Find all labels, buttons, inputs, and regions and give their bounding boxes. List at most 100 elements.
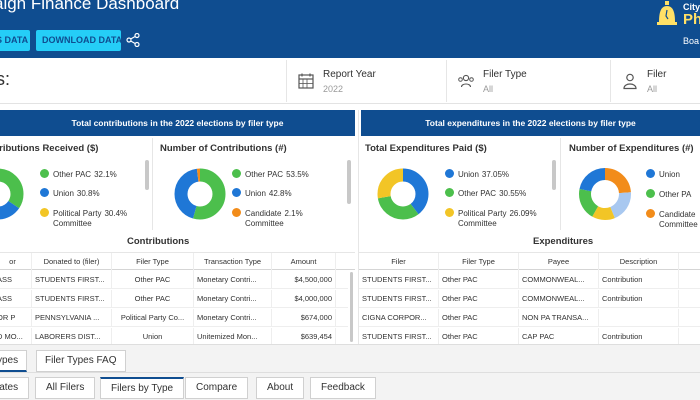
legend-item: Other PAC 53.5% (232, 169, 309, 180)
table-cell: Other PAC (112, 290, 194, 308)
table-row[interactable]: STUDENTS FIRST... Other PAC COMMONWEAL... C… (359, 271, 700, 289)
legend-item: Union 30.8% (40, 188, 100, 199)
table-cell (679, 290, 700, 308)
filer-value: All (647, 84, 658, 94)
contributions-table: or Donated to (filer) Filer Type Transac… (0, 252, 355, 365)
table-cell: $674,000 (272, 309, 336, 327)
donut-slice[interactable] (174, 168, 226, 220)
column-header[interactable]: Transaction Type (194, 253, 272, 271)
table-cell: Other PAC (439, 290, 519, 308)
table-header: or Donated to (filer) Filer Type Transac… (0, 252, 355, 271)
donut-slice[interactable] (174, 168, 226, 220)
table-cell: LABORERS DIST... (32, 328, 112, 346)
tab-filers-by-type[interactable]: Filers by Type (100, 377, 185, 399)
table-cell: $639,454 (272, 328, 336, 346)
table-cell: Monetary Contri... (194, 271, 272, 289)
table-cell: $4,000,000 (272, 290, 336, 308)
table-cell: Contribution (599, 328, 679, 346)
legend-item: Union 37.05% (445, 169, 509, 180)
tab-filer-types-faq[interactable]: Filer Types FAQ (36, 350, 126, 372)
tab-feedback[interactable]: Feedback (310, 377, 376, 399)
column-header[interactable]: Filer Type (439, 253, 519, 271)
table-cell: Other PAC (439, 271, 519, 289)
table-cell (679, 271, 700, 289)
table-cell: CIGNA CORPOR... (359, 309, 439, 327)
column-header[interactable]: Description (599, 253, 679, 271)
column-header[interactable]: Amount (272, 253, 336, 271)
chart-scrollbar[interactable] (347, 160, 351, 204)
table-cell (679, 309, 700, 327)
divider (152, 138, 153, 230)
liberty-bell-icon (657, 1, 677, 25)
table-cell: Contribution (599, 290, 679, 308)
table-cell: Union (112, 328, 194, 346)
report-year-label: Report Year (323, 69, 376, 80)
donut-slice[interactable] (377, 168, 429, 220)
legend-item: Other PA (646, 189, 691, 200)
table-cell: Political Party Co... (112, 309, 194, 327)
table-row[interactable]: STUDENTS FIRST... Other PAC COMMONWEAL... C… (359, 290, 700, 308)
chart-title: tributions Received ($) (0, 143, 99, 154)
filer-type-value: All (483, 84, 494, 94)
table-cell: ASS (0, 290, 32, 308)
donut-chart-expenditures-amount (377, 168, 429, 220)
table-cell: Monetary Contri... (194, 309, 272, 327)
chart-scrollbar[interactable] (145, 160, 149, 190)
tab-filer-types[interactable]: ypes (0, 350, 28, 372)
tab-compare[interactable]: Compare (185, 377, 249, 399)
filter-bar: s: Report Year 2022 Filer Type All Filer (0, 58, 700, 104)
tab-all-filers[interactable]: All Filers (35, 377, 96, 399)
table-cell: Contribution (599, 271, 679, 289)
donut-slice[interactable] (0, 168, 24, 220)
column-header[interactable]: Payee (519, 253, 599, 271)
expenditures-panel-title: Total expenditures in the 2022 elections… (361, 110, 700, 136)
legend-item: Union 42.8% (232, 188, 292, 199)
legend-item: Candidate Committee (646, 209, 698, 230)
chart-scrollbar[interactable] (552, 160, 556, 190)
table-cell: STUDENTS FIRST... (359, 290, 439, 308)
chart-title: Number of Contributions (#) (160, 143, 287, 154)
table-cell: D MO... (0, 328, 32, 346)
contributions-panel-title: Total contributions in the 2022 election… (0, 110, 355, 136)
legend-item: Other PAC 30.55% (445, 188, 526, 199)
filer-type-filter[interactable]: Filer Type All (446, 60, 606, 102)
column-header[interactable]: or (0, 253, 32, 271)
download-data-button[interactable]: DOWNLOAD DATA (36, 30, 122, 51)
data-button[interactable]: S DATA (0, 30, 30, 51)
column-header[interactable]: Donated to (filer) (32, 253, 112, 271)
contributions-table-title: Contributions (127, 236, 190, 247)
table-scrollbar[interactable] (350, 272, 353, 342)
column-header[interactable] (679, 253, 700, 271)
table-header: Filer Filer Type Payee Description (359, 252, 700, 271)
donut-chart-contributions-count (174, 168, 226, 220)
report-year-value: 2022 (323, 84, 344, 94)
report-year-filter[interactable]: Report Year 2022 (286, 60, 446, 102)
legend-item: Political Party 26.09% Committee (445, 208, 537, 229)
donut-slice[interactable] (377, 168, 429, 220)
table-cell: STUDENTS FIRST... (32, 271, 112, 289)
tab-about[interactable]: About (256, 377, 305, 399)
table-cell: STUDENTS FIRST... (32, 290, 112, 308)
divider (358, 110, 359, 346)
column-header[interactable]: Filer Type (112, 253, 194, 271)
legend-item: Candidate 2.1% Committee (232, 208, 303, 229)
app-header: aign Finance Dashboard S DATA DOWNLOAD D… (0, 0, 700, 58)
chart-title: Total Expenditures Paid ($) (365, 143, 487, 154)
donut-chart-expenditures-count (579, 168, 631, 220)
expenditures-table-title: Expenditures (533, 236, 594, 247)
chart-title: Number of Expenditures (#) (569, 143, 694, 154)
share-icon[interactable] (126, 33, 140, 47)
table-cell: Other PAC (439, 309, 519, 327)
donut-chart-contributions-amount (0, 168, 24, 220)
filters-heading: s: (0, 69, 11, 89)
sub-tab-bar: ypes Filer Types FAQ (0, 344, 700, 372)
tab-candidates[interactable]: lates (0, 377, 30, 399)
table-row[interactable]: CIGNA CORPOR... Other PAC NON PA TRANSA... (359, 309, 700, 327)
table-cell: $4,500,000 (272, 271, 336, 289)
legend-item: Political Party 30.4% Committee (40, 208, 127, 229)
filer-filter[interactable]: Filer All (610, 60, 700, 102)
column-header[interactable]: Filer (359, 253, 439, 271)
